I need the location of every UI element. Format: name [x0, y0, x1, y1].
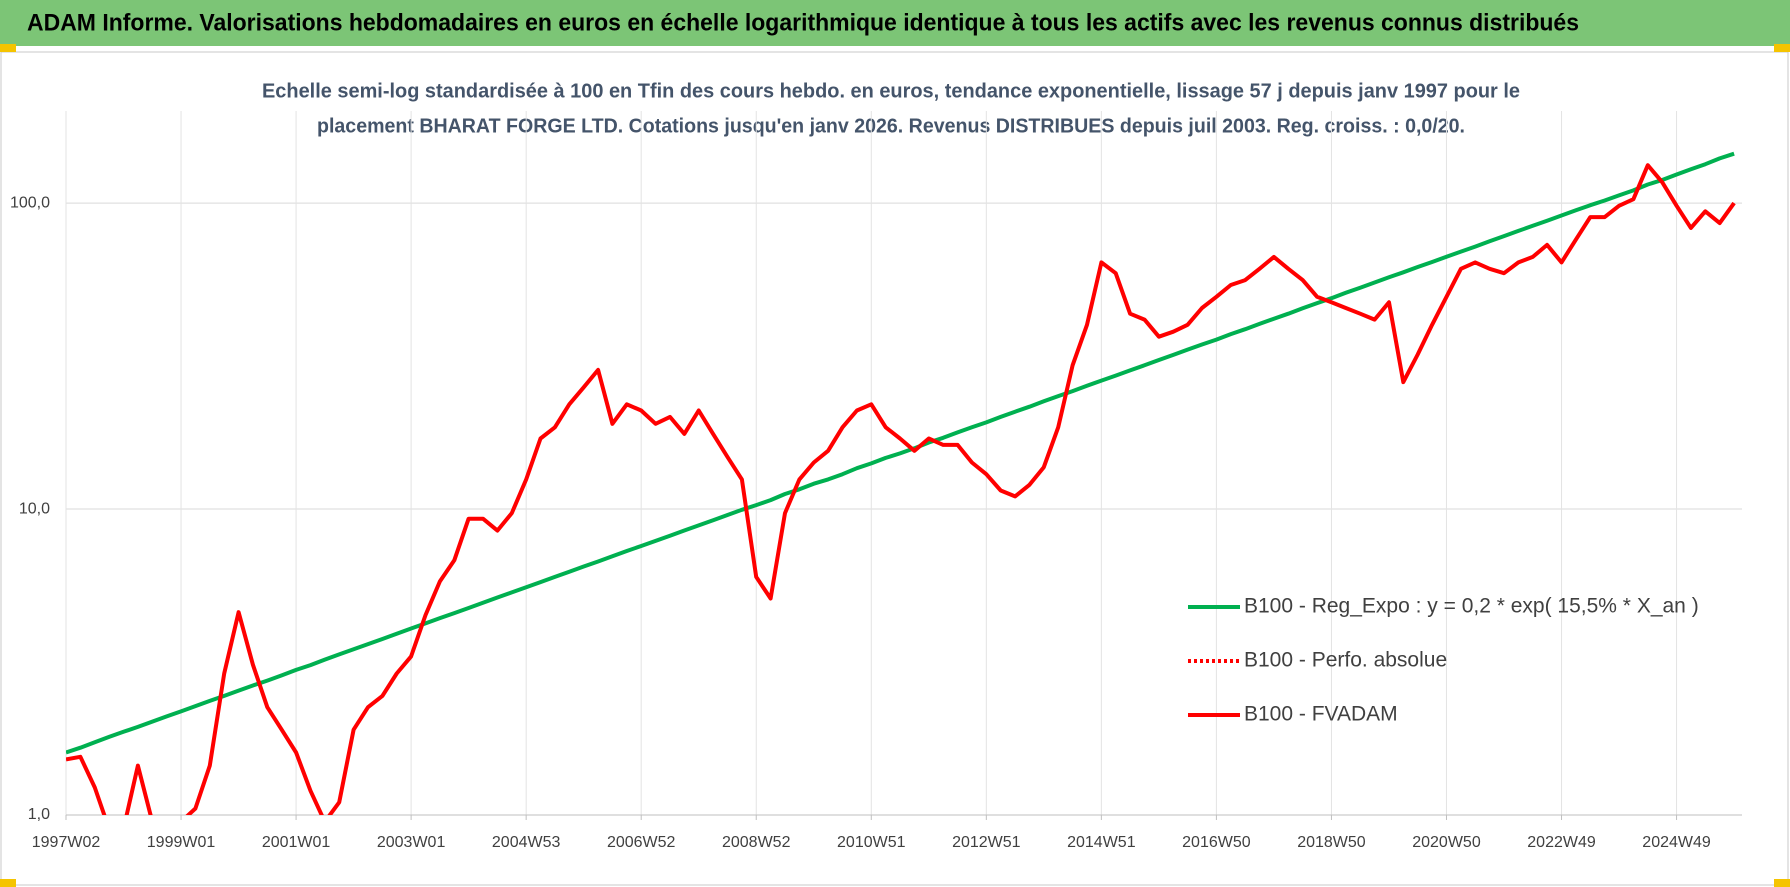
x-tick-label: 2020W50: [1412, 834, 1481, 851]
x-tick-label: 2008W52: [722, 834, 791, 851]
x-tick-label: 2003W01: [377, 834, 446, 851]
legend-label: B100 - Perfo. absolue: [1244, 649, 1447, 672]
plot-area: [66, 151, 1736, 815]
y-tick-label: 10,0: [19, 500, 50, 517]
x-tick-label: 2004W53: [492, 834, 561, 851]
x-tick-label: 2010W51: [837, 834, 906, 851]
y-tick-label: 100,0: [10, 194, 50, 211]
legend-label: B100 - FVADAM: [1244, 703, 1398, 726]
x-tick-label: 2014W51: [1067, 834, 1136, 851]
chart-subtitle: placement BHARAT FORGE LTD. Cotations ju…: [317, 115, 1465, 137]
y-tick-label: 1,0: [28, 806, 50, 823]
series-line: [66, 163, 1736, 815]
x-tick-label: 2018W50: [1297, 834, 1366, 851]
chart-title: ADAM Informe. Valorisations hebdomadaire…: [27, 9, 1579, 36]
x-tick-label: 2024W49: [1642, 834, 1711, 851]
corner: [0, 879, 16, 887]
corner: [0, 44, 16, 52]
x-tick-label: 2012W51: [952, 834, 1021, 851]
x-tick-label: 2022W49: [1527, 834, 1596, 851]
x-tick-label: 2016W50: [1182, 834, 1251, 851]
x-tick-label: 1997W02: [32, 834, 101, 851]
x-tick-label: 2001W01: [262, 834, 331, 851]
corner: [1774, 44, 1790, 52]
series-line: [66, 151, 1735, 755]
x-tick-label: 1999W01: [147, 834, 216, 851]
chart-subtitle: Echelle semi-log standardisée à 100 en T…: [262, 80, 1520, 102]
corner: [1774, 879, 1790, 887]
x-tick-label: 2006W52: [607, 834, 676, 851]
legend-label: B100 - Reg_Expo : y = 0,2 * exp( 15,5% *…: [1244, 595, 1699, 618]
frame: [0, 51, 1789, 886]
header-bar: [0, 0, 1790, 46]
